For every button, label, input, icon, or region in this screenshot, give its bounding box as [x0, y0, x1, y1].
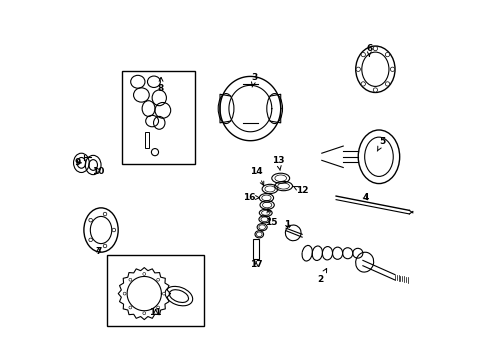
Circle shape	[103, 212, 107, 216]
Circle shape	[123, 292, 126, 295]
Text: 14: 14	[250, 167, 264, 185]
Text: 3: 3	[251, 73, 258, 87]
Circle shape	[373, 46, 377, 51]
Text: 15: 15	[265, 209, 277, 227]
Bar	[122, 71, 195, 164]
Circle shape	[129, 306, 132, 309]
Circle shape	[112, 228, 116, 232]
Bar	[107, 255, 204, 327]
Circle shape	[356, 67, 360, 71]
Circle shape	[157, 278, 160, 281]
Circle shape	[103, 244, 107, 248]
Circle shape	[163, 292, 165, 295]
Circle shape	[373, 88, 377, 92]
Text: 5: 5	[377, 137, 386, 151]
Circle shape	[143, 273, 146, 275]
Text: 9: 9	[75, 158, 81, 167]
Circle shape	[391, 67, 394, 71]
Circle shape	[129, 278, 132, 281]
Circle shape	[361, 82, 366, 86]
Text: 4: 4	[363, 193, 369, 202]
Text: 10: 10	[92, 167, 105, 176]
Circle shape	[143, 312, 146, 315]
Text: 12: 12	[293, 186, 308, 195]
Bar	[253, 239, 259, 258]
Circle shape	[89, 219, 93, 222]
Text: 13: 13	[272, 156, 285, 170]
Circle shape	[385, 82, 390, 86]
Text: 8: 8	[158, 77, 164, 93]
Text: 16: 16	[244, 193, 259, 202]
Circle shape	[157, 306, 160, 309]
Text: 17: 17	[250, 260, 262, 269]
Circle shape	[89, 238, 93, 242]
Text: 11: 11	[149, 309, 162, 318]
Text: 7: 7	[96, 247, 102, 256]
Circle shape	[361, 53, 366, 57]
Bar	[145, 132, 149, 148]
Text: 1: 1	[284, 220, 290, 229]
Text: 2: 2	[318, 269, 327, 284]
Circle shape	[385, 53, 390, 57]
Text: 6: 6	[366, 44, 372, 56]
